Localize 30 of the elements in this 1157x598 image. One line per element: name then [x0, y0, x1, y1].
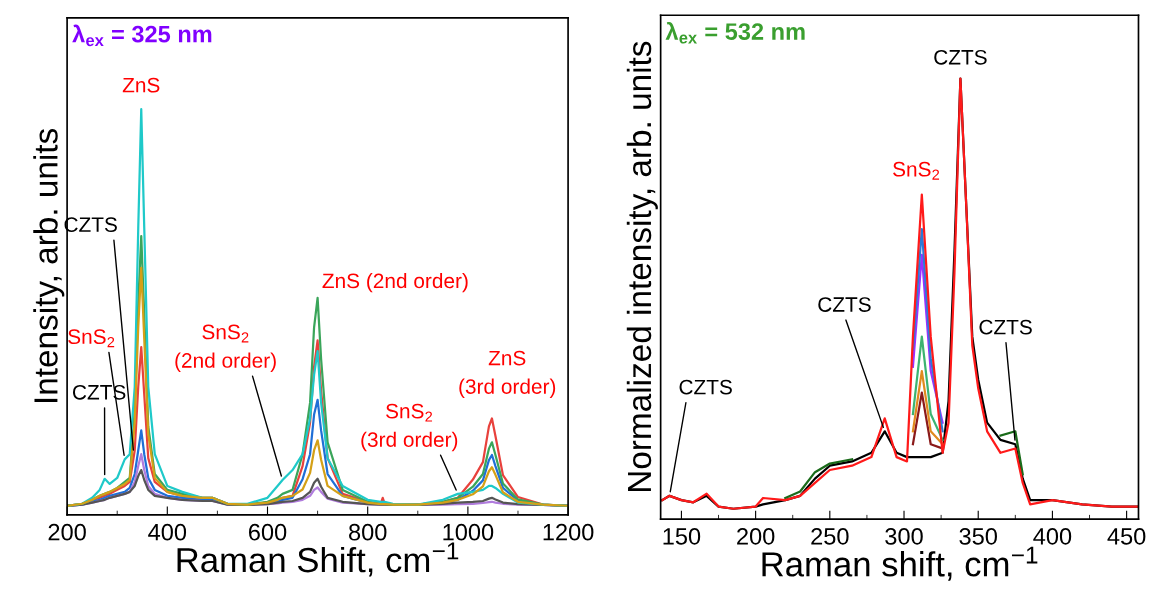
x-axis-title: Raman Shift, cm$^{−1}$: [177, 542, 459, 577]
x-tick-label: 1200: [543, 523, 594, 541]
x-tick-label: 250: [811, 528, 849, 545]
annotation: CZTS: [934, 49, 987, 65]
annotation: CZTS: [979, 319, 1032, 335]
x-tick-label: 350: [959, 528, 997, 545]
x-tick-label: 450: [1107, 528, 1146, 545]
x-tick-label: 1000: [443, 523, 494, 541]
x-tick-label: 800: [349, 523, 387, 541]
x-tick-label: 600: [249, 523, 287, 541]
annotation: ZnS (3rd order): [459, 350, 556, 398]
x-tick-label: 150: [663, 528, 701, 545]
x-axis-title: Raman shift, cm$^{−1}$: [762, 546, 1038, 581]
x-tick-label: 400: [1033, 528, 1072, 545]
annotation: CZTS: [818, 297, 871, 312]
x-tick-label: 200: [737, 528, 775, 545]
text: λ$_{ex}$ = 532 nm: [665, 21, 805, 44]
annotation: SnS$_{2}$ (2nd order): [175, 324, 276, 372]
x-tick-label: 400: [148, 523, 187, 541]
x-tick-label: 200: [48, 523, 86, 541]
y-axis-title: Intensity, arb. units: [33, 128, 65, 402]
annotation: SnS$_{2}$ (3rd order): [361, 403, 458, 452]
x-tick-label: 300: [885, 528, 923, 545]
annotation: ZnS: [122, 77, 160, 93]
annotation: CZTS: [679, 379, 732, 395]
annotation: ZnS (2nd order): [322, 272, 468, 293]
text: λ$_{ex}$ = 325 nm: [72, 24, 212, 47]
annotation: SnS$_{2}$: [893, 161, 940, 180]
annotation: SnS$_{2}$: [68, 329, 115, 348]
y-axis-title: Normalized intensity, arb. units: [626, 41, 658, 492]
